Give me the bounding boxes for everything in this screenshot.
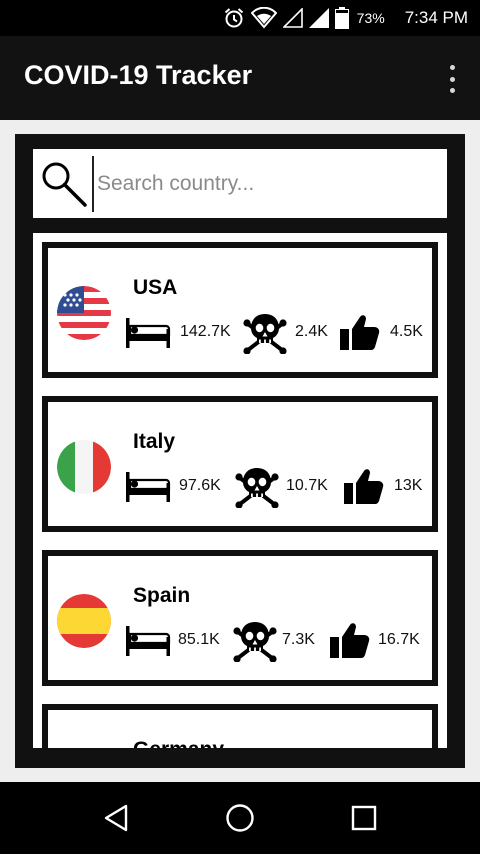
thumbs-up-icon <box>340 315 380 350</box>
content-frame: USA 142.7K 2.4K 4.5K Italy <box>15 134 465 768</box>
country-card-italy[interactable]: Italy 97.6K 10.7K 13K <box>42 396 438 532</box>
country-name: Italy <box>133 430 176 453</box>
signal-empty-icon <box>282 8 303 28</box>
status-time: 7:34 PM <box>404 8 468 27</box>
country-stats: 85.1K 7.3K 16.7K <box>124 620 430 662</box>
battery-percent: 73% <box>356 10 385 26</box>
recents-icon[interactable] <box>344 798 384 838</box>
skull-crossbones-icon <box>232 620 278 662</box>
back-icon[interactable] <box>96 798 136 838</box>
deaths-value: 2.4K <box>295 323 328 340</box>
country-name: Spain <box>133 584 191 607</box>
spain-flag-icon <box>57 594 111 648</box>
thumbs-up-icon <box>344 469 384 504</box>
country-name: Germany <box>133 738 224 748</box>
skull-crossbones-icon <box>242 312 288 354</box>
alarm-icon <box>224 8 243 28</box>
signal-icon <box>308 8 329 28</box>
search-input[interactable] <box>97 159 437 209</box>
text-cursor <box>92 156 94 212</box>
country-list[interactable]: USA 142.7K 2.4K 4.5K Italy <box>33 233 447 748</box>
app-bar: COVID-19 Tracker <box>0 36 480 120</box>
home-icon[interactable] <box>220 798 260 838</box>
deaths-value: 10.7K <box>286 477 328 494</box>
recovered-value: 4.5K <box>390 323 423 340</box>
italy-flag-icon <box>57 440 111 494</box>
cases-value: 85.1K <box>178 631 220 648</box>
cases-value: 97.6K <box>179 477 221 494</box>
recovered-value: 16.7K <box>378 631 420 648</box>
country-name: USA <box>133 276 178 299</box>
country-stats: 142.7K 2.4K 4.5K <box>124 312 430 354</box>
bed-icon <box>124 624 172 658</box>
recovered-value: 13K <box>394 477 423 494</box>
usa-flag-icon <box>57 286 111 340</box>
deaths-value: 7.3K <box>282 631 315 648</box>
country-card-germany[interactable]: Germany <box>42 704 438 748</box>
cases-value: 142.7K <box>180 323 231 340</box>
country-card-spain[interactable]: Spain 85.1K 7.3K 16.7K <box>42 550 438 686</box>
search-icon <box>42 162 87 207</box>
overflow-menu-icon[interactable] <box>446 65 458 93</box>
country-card-usa[interactable]: USA 142.7K 2.4K 4.5K <box>42 242 438 378</box>
bed-icon <box>124 316 172 350</box>
skull-crossbones-icon <box>234 466 280 508</box>
country-stats: 97.6K 10.7K 13K <box>124 466 430 508</box>
bed-icon <box>124 470 172 504</box>
navigation-bar <box>0 782 480 854</box>
battery-icon <box>334 7 349 29</box>
wifi-icon <box>250 7 277 29</box>
thumbs-up-icon <box>330 623 370 658</box>
app-title: COVID-19 Tracker <box>24 60 253 90</box>
status-bar: 73% 7:34 PM <box>0 0 480 36</box>
search-bar[interactable] <box>33 149 447 218</box>
